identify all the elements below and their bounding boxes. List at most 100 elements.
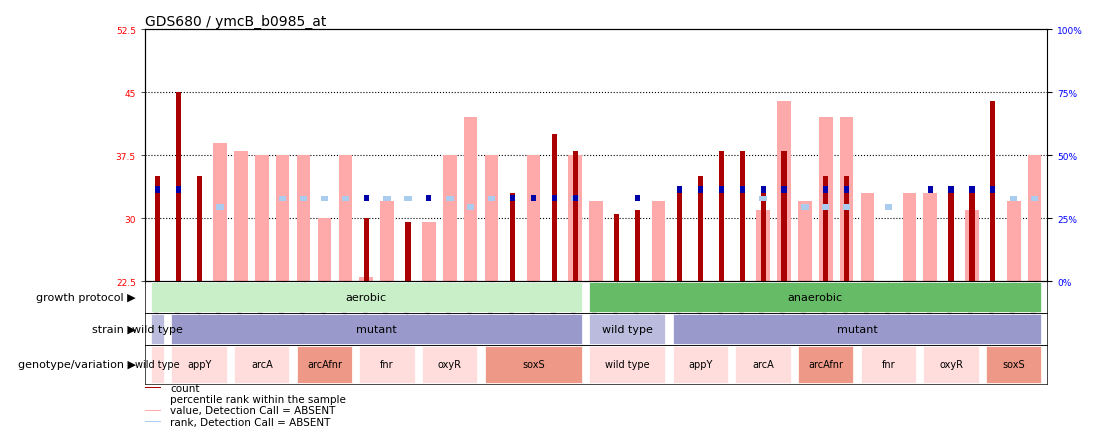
- Bar: [635, 195, 641, 202]
- Text: soxS: soxS: [522, 360, 545, 370]
- Text: mutant: mutant: [837, 324, 878, 334]
- Bar: [740, 187, 745, 194]
- Bar: [363, 195, 369, 202]
- Bar: [216, 204, 224, 210]
- Bar: [969, 187, 975, 194]
- FancyBboxPatch shape: [172, 346, 227, 383]
- Bar: [196, 177, 202, 281]
- Bar: [1028, 156, 1042, 281]
- Text: wild type: wild type: [135, 360, 179, 370]
- Bar: [719, 187, 724, 194]
- Bar: [488, 196, 496, 202]
- Bar: [798, 202, 812, 281]
- Bar: [822, 204, 830, 210]
- Bar: [467, 204, 475, 210]
- Text: genotype/variation ▶: genotype/variation ▶: [18, 360, 136, 370]
- Bar: [778, 102, 791, 281]
- Bar: [422, 223, 436, 281]
- Bar: [1010, 196, 1017, 202]
- Bar: [380, 202, 394, 281]
- Bar: [278, 196, 286, 202]
- Bar: [360, 277, 373, 281]
- Bar: [756, 210, 770, 281]
- FancyBboxPatch shape: [150, 314, 164, 344]
- Bar: [527, 156, 540, 281]
- Text: soxS: soxS: [1003, 360, 1025, 370]
- Text: count: count: [170, 383, 199, 393]
- Bar: [760, 196, 766, 202]
- Bar: [317, 219, 331, 281]
- Text: wild type: wild type: [131, 324, 183, 334]
- Bar: [1030, 196, 1038, 202]
- Bar: [614, 214, 619, 281]
- Bar: [363, 219, 369, 281]
- Bar: [339, 156, 352, 281]
- Bar: [405, 223, 411, 281]
- Bar: [719, 152, 724, 281]
- FancyBboxPatch shape: [924, 346, 979, 383]
- Bar: [404, 196, 412, 202]
- Bar: [948, 194, 954, 281]
- Text: oxyR: oxyR: [939, 360, 964, 370]
- Bar: [485, 156, 498, 281]
- Bar: [276, 156, 290, 281]
- Bar: [840, 118, 853, 281]
- Bar: [571, 196, 579, 202]
- Bar: [781, 152, 786, 281]
- FancyBboxPatch shape: [422, 346, 478, 383]
- Bar: [155, 187, 160, 194]
- Bar: [551, 195, 557, 202]
- Bar: [383, 196, 391, 202]
- Bar: [885, 204, 892, 210]
- Text: appY: appY: [688, 360, 713, 370]
- Bar: [819, 118, 832, 281]
- Bar: [652, 202, 665, 281]
- Bar: [948, 187, 954, 194]
- Text: rank, Detection Call = ABSENT: rank, Detection Call = ABSENT: [170, 417, 331, 427]
- FancyBboxPatch shape: [986, 346, 1042, 383]
- Bar: [924, 194, 937, 281]
- Bar: [965, 210, 979, 281]
- Bar: [234, 152, 247, 281]
- Bar: [823, 187, 829, 194]
- Text: arcA: arcA: [752, 360, 774, 370]
- FancyBboxPatch shape: [172, 314, 582, 344]
- Bar: [761, 194, 765, 281]
- Bar: [990, 102, 996, 281]
- FancyBboxPatch shape: [234, 346, 290, 383]
- Bar: [843, 204, 850, 210]
- Bar: [176, 93, 180, 281]
- Bar: [1007, 202, 1020, 281]
- Bar: [697, 187, 703, 194]
- Bar: [342, 196, 349, 202]
- Bar: [635, 210, 641, 281]
- Bar: [551, 135, 557, 281]
- Text: strain ▶: strain ▶: [92, 324, 136, 334]
- Text: mutant: mutant: [356, 324, 397, 334]
- Bar: [300, 196, 307, 202]
- Text: aerobic: aerobic: [345, 293, 387, 302]
- Text: wild type: wild type: [605, 360, 649, 370]
- FancyBboxPatch shape: [673, 314, 1042, 344]
- Bar: [781, 187, 786, 194]
- Bar: [145, 387, 162, 388]
- FancyBboxPatch shape: [673, 346, 729, 383]
- FancyBboxPatch shape: [150, 346, 164, 383]
- Bar: [589, 202, 603, 281]
- Bar: [761, 187, 765, 194]
- Text: GDS680 / ymcB_b0985_at: GDS680 / ymcB_b0985_at: [145, 15, 326, 30]
- Text: oxyR: oxyR: [438, 360, 462, 370]
- Bar: [844, 187, 849, 194]
- Bar: [573, 195, 578, 202]
- Bar: [801, 204, 809, 210]
- Text: fnr: fnr: [380, 360, 394, 370]
- FancyBboxPatch shape: [589, 282, 1042, 312]
- Bar: [677, 187, 682, 194]
- Bar: [296, 156, 311, 281]
- Bar: [568, 156, 582, 281]
- Text: arcAfnr: arcAfnr: [307, 360, 342, 370]
- Bar: [321, 196, 329, 202]
- Bar: [255, 156, 268, 281]
- Bar: [969, 194, 975, 281]
- Bar: [573, 152, 578, 281]
